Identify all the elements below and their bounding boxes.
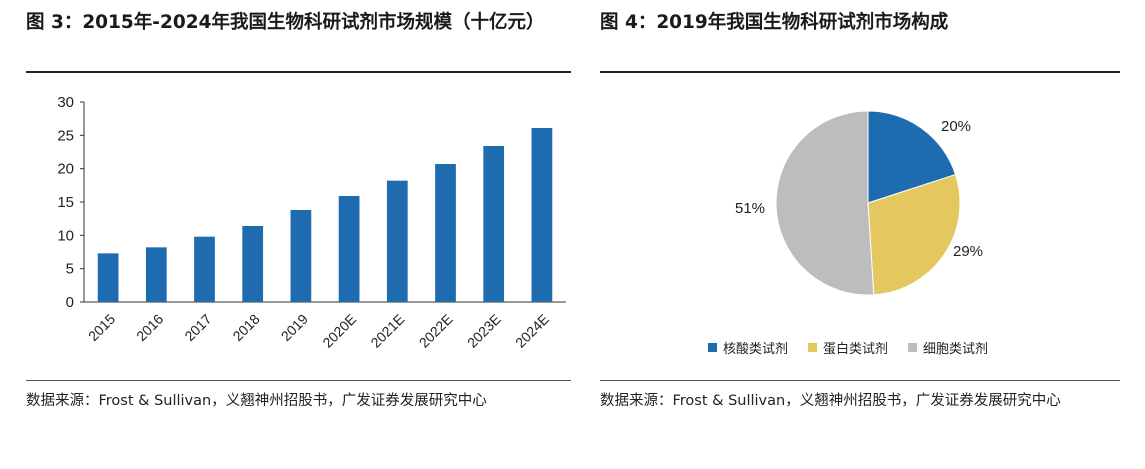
right-source-rule — [600, 380, 1120, 381]
bar-chart-x-tick-label: 2020E — [319, 311, 359, 351]
pie-chart: 20% 29% 51% — [735, 110, 983, 296]
bar-chart-x-tick-label: 2022E — [416, 311, 456, 351]
bar-2015 — [97, 253, 119, 302]
bar-2023E — [483, 146, 505, 302]
pie-legend-item: 蛋白类试剂 — [808, 338, 888, 357]
right-source-note: 数据来源：Frost & Sullivan，义翘神州招股书，广发证券发展研究中心 — [600, 393, 1061, 409]
bar-chart-x-tick-label: 2024E — [512, 311, 552, 351]
pie-legend-item: 核酸类试剂 — [708, 338, 788, 357]
legend-swatch — [908, 343, 918, 352]
bar-2018 — [242, 226, 264, 302]
right-title-rule — [600, 71, 1120, 73]
bar-chart-bars — [97, 128, 553, 302]
bar-chart-x-tick-label: 2019 — [278, 311, 311, 344]
bar-2021E — [386, 180, 408, 302]
pie-slice-3 — [775, 110, 875, 296]
bar-chart-y-tick-label: 15 — [57, 194, 74, 211]
left-figure-title: 图 3：2015年-2024年我国生物科研试剂市场规模（十亿元） — [26, 12, 545, 33]
bar-chart-y-tick-label: 25 — [57, 127, 74, 144]
bar-chart: 2015 2016 2017 2018 2019 2020E 2021E 2022E 2023E… — [57, 94, 566, 351]
bar-2022E — [435, 164, 456, 302]
legend-label: 蛋白类试剂 — [823, 342, 889, 357]
right-figure-title: 图 4：2019年我国生物科研试剂市场构成 — [600, 12, 949, 33]
left-title-rule — [26, 71, 571, 73]
bar-2020E — [338, 196, 360, 302]
pie-slice-1 — [867, 110, 957, 204]
pie-value-label: 29% — [953, 243, 983, 260]
legend-label: 细胞类试剂 — [923, 342, 989, 357]
pie-legend-item: 细胞类试剂 — [908, 338, 988, 357]
bar-chart-y-labels: 0 5 10 15 20 25 30 — [57, 94, 74, 311]
pie-value-label: 20% — [941, 118, 971, 135]
left-source-rule — [26, 380, 571, 381]
bar-chart-y-tick-label: 5 — [66, 261, 74, 278]
bar-chart-x-tick-label: 2016 — [133, 311, 166, 344]
legend-label: 核酸类试剂 — [723, 342, 789, 357]
bar-chart-y-tick-label: 0 — [66, 294, 74, 311]
pie-value-label: 51% — [735, 200, 765, 217]
bar-chart-x-tick-label: 2015 — [85, 311, 118, 344]
bar-chart-y-tick-label: 20 — [57, 161, 74, 178]
bar-2017 — [194, 236, 215, 302]
pie-chart-slices — [775, 110, 961, 296]
bar-2024E — [531, 128, 553, 302]
pie-slice-2 — [867, 173, 961, 296]
left-source-note: 数据来源：Frost & Sullivan，义翘神州招股书，广发证券发展研究中心 — [26, 393, 487, 409]
legend-swatch — [708, 343, 717, 352]
bar-chart-x-tick-label: 2018 — [229, 311, 262, 344]
bar-chart-x-tick-label: 2021E — [367, 311, 407, 351]
pie-chart-value-labels: 20% 29% 51% — [735, 118, 983, 260]
bar-chart-x-tick-label: 2017 — [181, 311, 214, 344]
legend-swatch — [808, 343, 818, 352]
bar-chart-y-tick-label: 30 — [57, 94, 74, 111]
bar-2019 — [290, 210, 312, 302]
pie-chart-legend: 核酸类试剂 蛋白类试剂 细胞类试剂 — [708, 338, 988, 357]
bar-2016 — [145, 247, 167, 302]
bar-chart-y-tick-label: 10 — [57, 227, 74, 244]
bar-chart-x-labels: 2015 2016 2017 2018 2019 2020E 2021E 2022E 2023E… — [85, 311, 552, 351]
bar-chart-x-tick-label: 2023E — [464, 311, 504, 351]
